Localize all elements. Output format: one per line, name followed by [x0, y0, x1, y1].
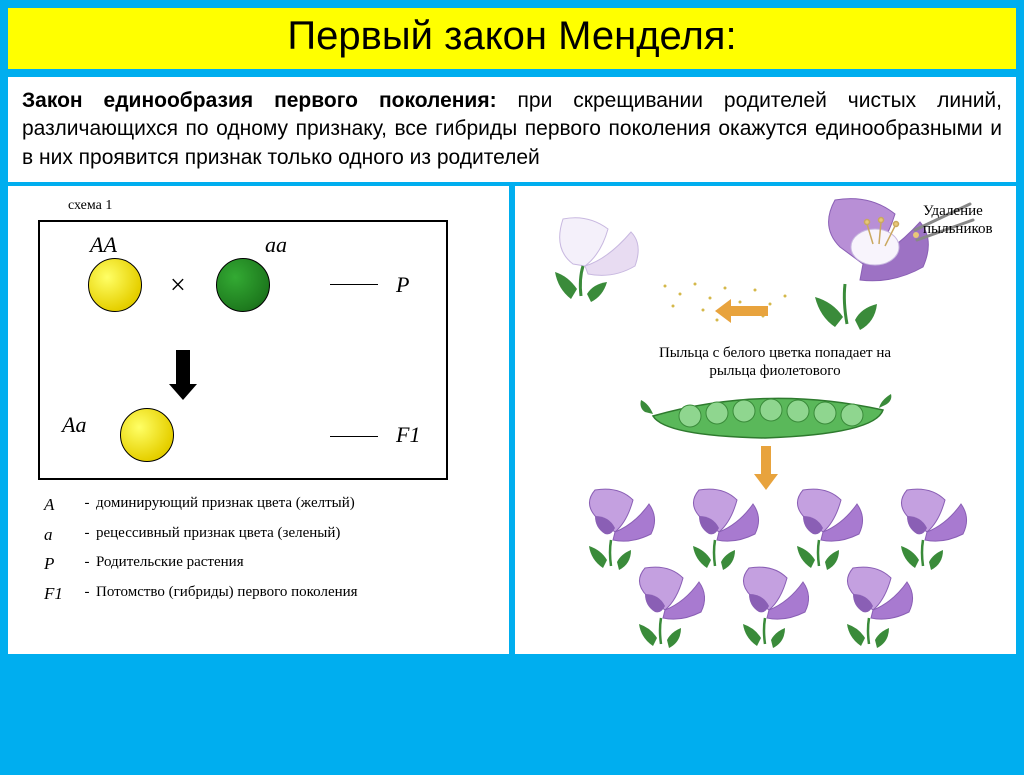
cross-symbol: ×	[170, 270, 186, 302]
pollination-panel: Удаление пыльников Пыльца с белого цветк…	[515, 186, 1016, 654]
offspring-row-2	[615, 564, 923, 654]
offspring-flower-icon	[615, 564, 715, 654]
legend-row-F1: F1 - Потомство (гибриды) первого поколен…	[44, 581, 358, 607]
scheme-panel: схема 1 AA aa × P Aa F1 A - доминирующий…	[8, 186, 509, 654]
genotype-parent-recessive: aa	[265, 232, 287, 258]
dash-line-f1	[330, 436, 378, 437]
offspring-row-1	[565, 486, 977, 576]
legend-row-A: A - доминирующий признак цвета (желтый)	[44, 492, 358, 518]
arrow-left-icon	[713, 296, 773, 326]
description-bold: Закон единообразия первого поколения:	[22, 89, 497, 112]
pea-green-parent-icon	[216, 258, 270, 312]
legend-txt-F1: Потомство (гибриды) первого поколения	[96, 581, 358, 607]
offspring-flower-icon	[669, 486, 769, 576]
legend-row-P: P - Родительские растения	[44, 551, 358, 577]
genotype-f1: Aa	[62, 412, 86, 438]
offspring-flower-icon	[823, 564, 923, 654]
pea-yellow-parent-icon	[88, 258, 142, 312]
title-bar: Первый закон Менделя:	[8, 8, 1016, 69]
law-description: Закон единообразия первого поколения: пр…	[8, 77, 1016, 182]
pollen-transfer-label: Пыльца с белого цветка попадает на рыльц…	[645, 344, 905, 380]
genotype-parent-dominant: AA	[90, 232, 117, 258]
offspring-flower-icon	[773, 486, 873, 576]
page-title: Первый закон Менделя:	[8, 14, 1016, 59]
pea-yellow-f1-icon	[120, 408, 174, 462]
scheme-box: AA aa × P Aa F1	[38, 220, 448, 480]
legend-sym-P: P	[44, 551, 78, 577]
white-flower-icon	[543, 204, 673, 314]
pea-pod-icon	[635, 386, 895, 446]
offspring-flower-icon	[877, 486, 977, 576]
legend: A - доминирующий признак цвета (желтый) …	[44, 492, 358, 610]
legend-txt-a: рецессивный признак цвета (зеленый)	[96, 522, 358, 548]
legend-dash: -	[78, 522, 96, 548]
arrow-down-icon	[174, 350, 192, 398]
p-generation-label: P	[396, 272, 409, 298]
legend-sym-F1: F1	[44, 581, 78, 607]
legend-dash: -	[78, 581, 96, 607]
dash-line	[330, 284, 378, 285]
legend-sym-A: A	[44, 492, 78, 518]
offspring-flower-icon	[719, 564, 819, 654]
legend-sym-a: a	[44, 522, 78, 548]
legend-dash: -	[78, 551, 96, 577]
scheme-caption: схема 1	[68, 198, 112, 214]
anther-removal-label: Удаление пыльников	[923, 202, 1003, 238]
f1-generation-label: F1	[396, 422, 420, 448]
legend-txt-A: доминирующий признак цвета (желтый)	[96, 492, 358, 518]
offspring-flower-icon	[565, 486, 665, 576]
legend-txt-P: Родительские растения	[96, 551, 358, 577]
legend-dash: -	[78, 492, 96, 518]
legend-row-a: a - рецессивный признак цвета (зеленый)	[44, 522, 358, 548]
panels-row: схема 1 AA aa × P Aa F1 A - доминирующий…	[8, 186, 1016, 654]
